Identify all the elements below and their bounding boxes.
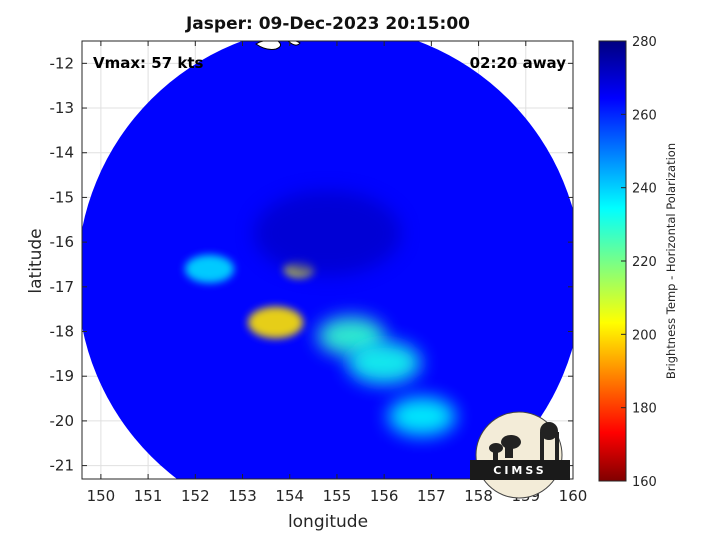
x-tick-label: 160 [559,487,588,505]
x-tick-label: 157 [417,487,446,505]
y-tick-label: -16 [50,233,75,251]
colorbar-tick-label: 220 [632,255,657,270]
colorbar-tick-label: 160 [632,475,657,490]
x-tick-label: 150 [87,487,116,505]
x-tick-label: 153 [228,487,257,505]
convective-feature [253,190,402,276]
y-tick-label: -13 [50,99,75,117]
y-tick-label: -19 [50,367,75,385]
x-tick-label: 154 [275,487,304,505]
logo-text: CIMSS [493,464,546,477]
vmax-annotation: Vmax: 57 kts [93,54,203,72]
swath-layer [82,41,573,479]
x-axis: 150151152153154155156157158159160 [87,41,588,505]
convective-feature [388,396,456,436]
x-tick-label: 156 [370,487,399,505]
colorbar-tick-label: 200 [632,328,657,343]
x-tick-label: 152 [181,487,210,505]
colorbar: 160 180 200 220 240 260 280 Brightness Temp - … [598,35,678,490]
convective-feature [247,306,304,339]
x-tick-label: 155 [323,487,352,505]
time-away-annotation: 02:20 away [470,54,567,72]
chart-title: Jasper: 09-Dec-2023 20:15:00 [185,14,470,34]
island-outline [287,41,301,46]
y-axis: -12 -13 -14 -15 -16 -17 -18 -19 -20 -21 [50,54,573,475]
x-tick-label: 158 [464,487,493,505]
colorbar-ticks: 160 180 200 220 240 260 280 [621,35,657,490]
y-tick-label: -14 [50,144,75,162]
island-outline [255,41,282,50]
colorbar-title: Brightness Temp - Horizontal Polarizatio… [664,143,678,379]
colorbar-tick-label: 240 [632,182,657,197]
y-tick-label: -17 [50,278,75,296]
y-tick-label: -15 [50,188,75,206]
axes-box [81,40,574,480]
y-tick-label: -18 [50,323,75,341]
y-tick-label: -12 [50,54,75,72]
colorbar-tick-label: 280 [632,35,657,50]
x-axis-title: longitude [288,512,368,532]
y-tick-label: -20 [50,412,75,430]
cimss-logo: CIMSS [470,411,570,499]
swath-features [184,190,456,436]
colorbar-tick-label: 180 [632,402,657,417]
convective-feature [184,254,235,284]
y-tick-label: -21 [50,457,75,475]
y-axis-title: latitude [26,228,46,293]
colorbar-tick-label: 260 [632,108,657,123]
x-tick-label: 151 [134,487,163,505]
convective-feature [347,341,421,385]
